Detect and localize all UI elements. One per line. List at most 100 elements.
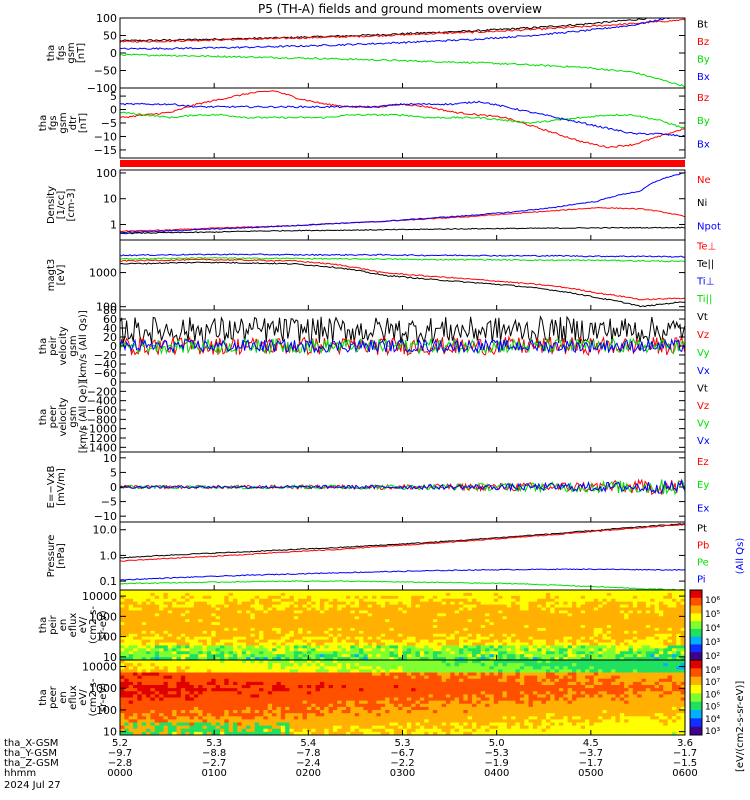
heatmap-cell xyxy=(254,633,260,638)
heatmap-cell xyxy=(128,716,134,720)
heatmap-cell xyxy=(376,731,382,736)
heatmap-cell xyxy=(206,663,212,667)
heatmap-cell xyxy=(354,672,360,677)
heatmap-cell xyxy=(233,691,238,695)
heatmap-cell xyxy=(346,694,351,698)
heatmap-cell xyxy=(289,648,295,652)
heatmap-cell xyxy=(228,625,234,629)
heatmap-cell xyxy=(133,660,138,664)
heatmap-cell xyxy=(189,595,195,600)
y-axis-label: [nPa] xyxy=(56,543,67,569)
heatmap-cell xyxy=(267,719,273,723)
heatmap-cell xyxy=(233,613,238,617)
heatmap-cell xyxy=(319,651,325,655)
heatmap-cell xyxy=(359,592,364,597)
heatmap-cell xyxy=(263,663,269,667)
heatmap-cell xyxy=(515,610,521,614)
heatmap-cell xyxy=(541,622,547,626)
heatmap-cell xyxy=(241,590,247,594)
heatmap-cell xyxy=(133,630,138,635)
heatmap-cell xyxy=(637,633,642,638)
heatmap-cell xyxy=(437,622,443,626)
heatmap-cell xyxy=(172,672,177,677)
heatmap-cell xyxy=(189,681,195,686)
heatmap-cell xyxy=(619,639,625,643)
heatmap-cell xyxy=(293,604,299,608)
heatmap-cell xyxy=(128,681,134,686)
heatmap-cell xyxy=(380,681,386,686)
heatmap-cell xyxy=(280,633,286,638)
heatmap-cell xyxy=(272,642,277,646)
heatmap-cell xyxy=(172,713,177,717)
heatmap-cell xyxy=(267,691,273,695)
heatmap-cell xyxy=(441,622,447,626)
heatmap-cell xyxy=(341,590,347,594)
heatmap-cell xyxy=(219,703,225,708)
heatmap-cell xyxy=(406,610,412,614)
heatmap-cell xyxy=(180,604,186,608)
heatmap-cell xyxy=(185,639,190,643)
heatmap-cell xyxy=(189,660,195,664)
heatmap-cell xyxy=(206,681,212,686)
heatmap-cell xyxy=(198,648,203,652)
heatmap-cell xyxy=(580,622,586,626)
heatmap-cell xyxy=(528,639,534,643)
heatmap-cell xyxy=(476,642,482,646)
heatmap-cell xyxy=(450,616,456,620)
y-axis-label: peer xyxy=(48,405,59,429)
heatmap-cell xyxy=(198,610,203,614)
heatmap-cell xyxy=(193,648,199,652)
heatmap-cell xyxy=(450,633,456,638)
heatmap-cell xyxy=(237,607,243,611)
heatmap-cell xyxy=(167,639,173,643)
colorbar-segment xyxy=(690,613,702,622)
heatmap-cell xyxy=(585,616,590,620)
heatmap-cell xyxy=(580,604,586,608)
heatmap-cell xyxy=(576,592,582,597)
heatmap-cell xyxy=(376,710,382,714)
heatmap-cell xyxy=(415,639,421,643)
heatmap-cell xyxy=(654,622,660,626)
heatmap-cell xyxy=(372,688,377,692)
heatmap-cell xyxy=(615,598,621,603)
heatmap-cell xyxy=(367,660,373,664)
heatmap-cell xyxy=(163,672,169,677)
heatmap-cell xyxy=(472,613,477,617)
heatmap-cell xyxy=(185,607,190,611)
heatmap-cell xyxy=(163,598,169,603)
heatmap-cell xyxy=(250,710,256,714)
heatmap-cell xyxy=(154,627,160,632)
heatmap-cell xyxy=(398,616,403,620)
heatmap-cell xyxy=(567,598,573,603)
heatmap-cell xyxy=(215,625,221,629)
heatmap-cell xyxy=(259,725,264,730)
heatmap-cell xyxy=(276,681,282,686)
heatmap-cell xyxy=(137,722,143,727)
heatmap-cell xyxy=(228,633,234,638)
heatmap-cell xyxy=(385,625,390,629)
heatmap-cell xyxy=(480,642,486,646)
heatmap-cell xyxy=(237,642,243,646)
heatmap-cell xyxy=(254,627,260,632)
heatmap-cell xyxy=(537,610,542,614)
heatmap-cell xyxy=(428,622,434,626)
heatmap-cell xyxy=(489,627,495,632)
heatmap-cell xyxy=(219,633,225,638)
heatmap-cell xyxy=(589,636,595,640)
heatmap-cell xyxy=(346,663,351,667)
heatmap-cell xyxy=(293,601,299,605)
heatmap-cell xyxy=(628,619,634,623)
heatmap-cell xyxy=(276,648,282,652)
heatmap-cell xyxy=(602,648,608,652)
heatmap-cell xyxy=(493,601,499,605)
heatmap-cell xyxy=(519,633,525,638)
heatmap-cell xyxy=(185,716,190,720)
heatmap-cell xyxy=(367,694,373,698)
heatmap-cell xyxy=(289,639,295,643)
heatmap-cell xyxy=(176,716,182,720)
y-tick-label: 0 xyxy=(110,47,117,60)
heatmap-cell xyxy=(624,598,629,603)
heatmap-cell xyxy=(615,619,621,623)
heatmap-cell xyxy=(324,619,330,623)
heatmap-cell xyxy=(224,604,230,608)
